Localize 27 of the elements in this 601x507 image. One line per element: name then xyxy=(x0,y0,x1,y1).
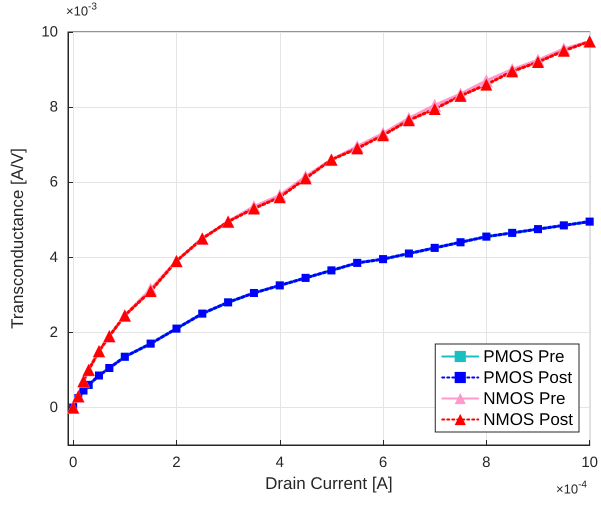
x-tick-label: 8 xyxy=(482,454,491,471)
x-axis-title: Drain Current [A] xyxy=(265,474,393,493)
point xyxy=(274,191,286,204)
y-tick-label: 2 xyxy=(50,324,58,341)
point xyxy=(532,56,544,68)
legend-label: NMOS Pre xyxy=(483,389,566,408)
x-tick-label: 10 xyxy=(581,454,598,471)
point xyxy=(377,129,390,142)
y-tick-label: 6 xyxy=(50,174,58,191)
legend-label: PMOS Pre xyxy=(483,347,565,366)
x-tick-label: 2 xyxy=(172,454,181,471)
point xyxy=(558,44,570,57)
x-tick-label: 0 xyxy=(68,454,78,471)
point xyxy=(402,114,415,126)
legend-label: NMOS Post xyxy=(483,410,574,429)
x-tick-label: 4 xyxy=(276,454,284,471)
y-tick-label: 8 xyxy=(50,98,58,116)
point xyxy=(428,102,441,115)
x-tick-label: 6 xyxy=(378,454,388,471)
point xyxy=(480,78,492,91)
y-tick-label: 0 xyxy=(50,398,58,416)
y-tick-label: 10 xyxy=(41,24,58,40)
y-axis-title: Transconductance [A/V] xyxy=(8,148,27,329)
point xyxy=(144,285,157,298)
legend-label: PMOS Post xyxy=(483,368,572,387)
y-tick-label: 4 xyxy=(50,248,58,266)
point xyxy=(454,90,467,102)
